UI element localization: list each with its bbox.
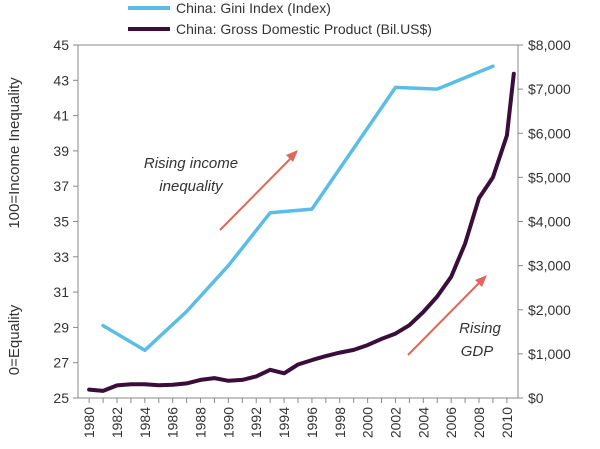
- x-tick-label: 2006: [443, 407, 459, 438]
- annotation-gdp: Rising GDP: [407, 275, 501, 360]
- y-left-label-bottom: 0=Equality: [6, 304, 23, 375]
- x-tick-label: 1980: [81, 407, 97, 438]
- series-line-gdp: [87, 71, 516, 393]
- x-tick-label: 1992: [248, 407, 264, 438]
- y-left-tick-label: 29: [53, 319, 69, 335]
- y-right-tick-label: $5,000: [528, 169, 571, 185]
- x-tick-label: 1990: [220, 407, 236, 438]
- legend: China: Gini Index (Index) China: Gross D…: [128, 0, 432, 37]
- y-right-tick-label: $4,000: [528, 214, 571, 230]
- series-line-gini: [101, 64, 495, 353]
- annotation-inequality-line2: inequality: [159, 178, 224, 195]
- y-left-tick-label: 25: [53, 390, 69, 406]
- x-tick-label: 1998: [332, 407, 348, 438]
- annotation-inequality-arrowhead: [286, 150, 298, 162]
- x-tick-label: 1982: [109, 407, 125, 438]
- y-left-tick-label: 27: [53, 355, 69, 371]
- x-tick-label: 1986: [165, 407, 181, 438]
- y-left-tick-label: 45: [53, 37, 69, 53]
- plot-area: [77, 44, 519, 399]
- annotation-gdp-arrowhead: [475, 275, 487, 287]
- annotation-inequality: Rising income inequality: [144, 150, 298, 231]
- y-right-tick-label: $6,000: [528, 125, 571, 141]
- legend-label-gini: China: Gini Index (Index): [176, 0, 331, 16]
- legend-label-gdp: China: Gross Domestic Product (Bil.US$): [176, 21, 432, 37]
- y-left-tick-label: 31: [53, 284, 69, 300]
- y-right-tick-label: $1,000: [528, 346, 571, 362]
- x-tick-label: 1984: [137, 407, 153, 438]
- annotation-gdp-line2: GDP: [461, 343, 494, 360]
- x-tick-label: 1996: [304, 407, 320, 438]
- y-right-tick-label: $3,000: [528, 258, 571, 274]
- y-left-tick-label: 37: [53, 178, 69, 194]
- y-right-tick-label: $0: [528, 390, 544, 406]
- y-left-tick-label: 39: [53, 143, 69, 159]
- y-left-label-top: 100=Income Inequality: [6, 77, 23, 229]
- x-tick-label: 2002: [387, 407, 403, 438]
- x-tick-label: 2008: [471, 407, 487, 438]
- y-left-tick-label: 35: [53, 214, 69, 230]
- x-tick-label: 2010: [499, 407, 515, 438]
- x-tick-label: 2000: [360, 407, 376, 438]
- x-tick-label: 1994: [276, 407, 292, 438]
- y-left-tick-label: 43: [53, 72, 69, 88]
- annotation-inequality-line1: Rising income: [144, 155, 238, 172]
- y-left-tick-label: 41: [53, 108, 69, 124]
- y-right-tick-label: $2,000: [528, 302, 571, 318]
- x-axis: 1980 1982 1984 1986 1988 1990 1992 1994 1996 1998…: [81, 398, 515, 438]
- y-left-tick-label: 33: [53, 249, 69, 265]
- annotation-inequality-arrow: [219, 152, 297, 231]
- y-right-axis: $0 $1,000 $2,000 $3,000 $4,000 $5,000 $6,000 $7…: [518, 37, 571, 406]
- annotation-gdp-arrow: [407, 277, 485, 356]
- x-tick-label: 1988: [193, 407, 209, 438]
- y-right-tick-label: $8,000: [528, 37, 571, 53]
- x-tick-label: 2004: [415, 407, 431, 438]
- y-left-axis: 25 27 29 31 33 35 37 39 41 43 45: [53, 37, 78, 406]
- annotation-gdp-line1: Rising: [459, 320, 501, 337]
- y-right-tick-label: $7,000: [528, 81, 571, 97]
